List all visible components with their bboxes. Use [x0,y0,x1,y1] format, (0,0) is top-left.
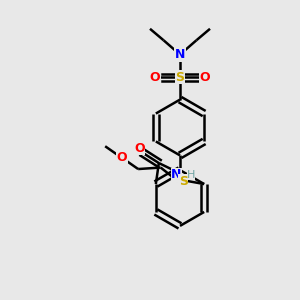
Text: O: O [200,70,210,84]
Text: H: H [187,170,195,180]
Text: O: O [116,151,127,164]
Text: N: N [171,168,182,182]
Text: S: S [176,70,184,84]
Text: O: O [150,70,160,84]
Text: O: O [134,142,145,154]
Text: S: S [179,175,188,188]
Text: N: N [175,48,185,61]
